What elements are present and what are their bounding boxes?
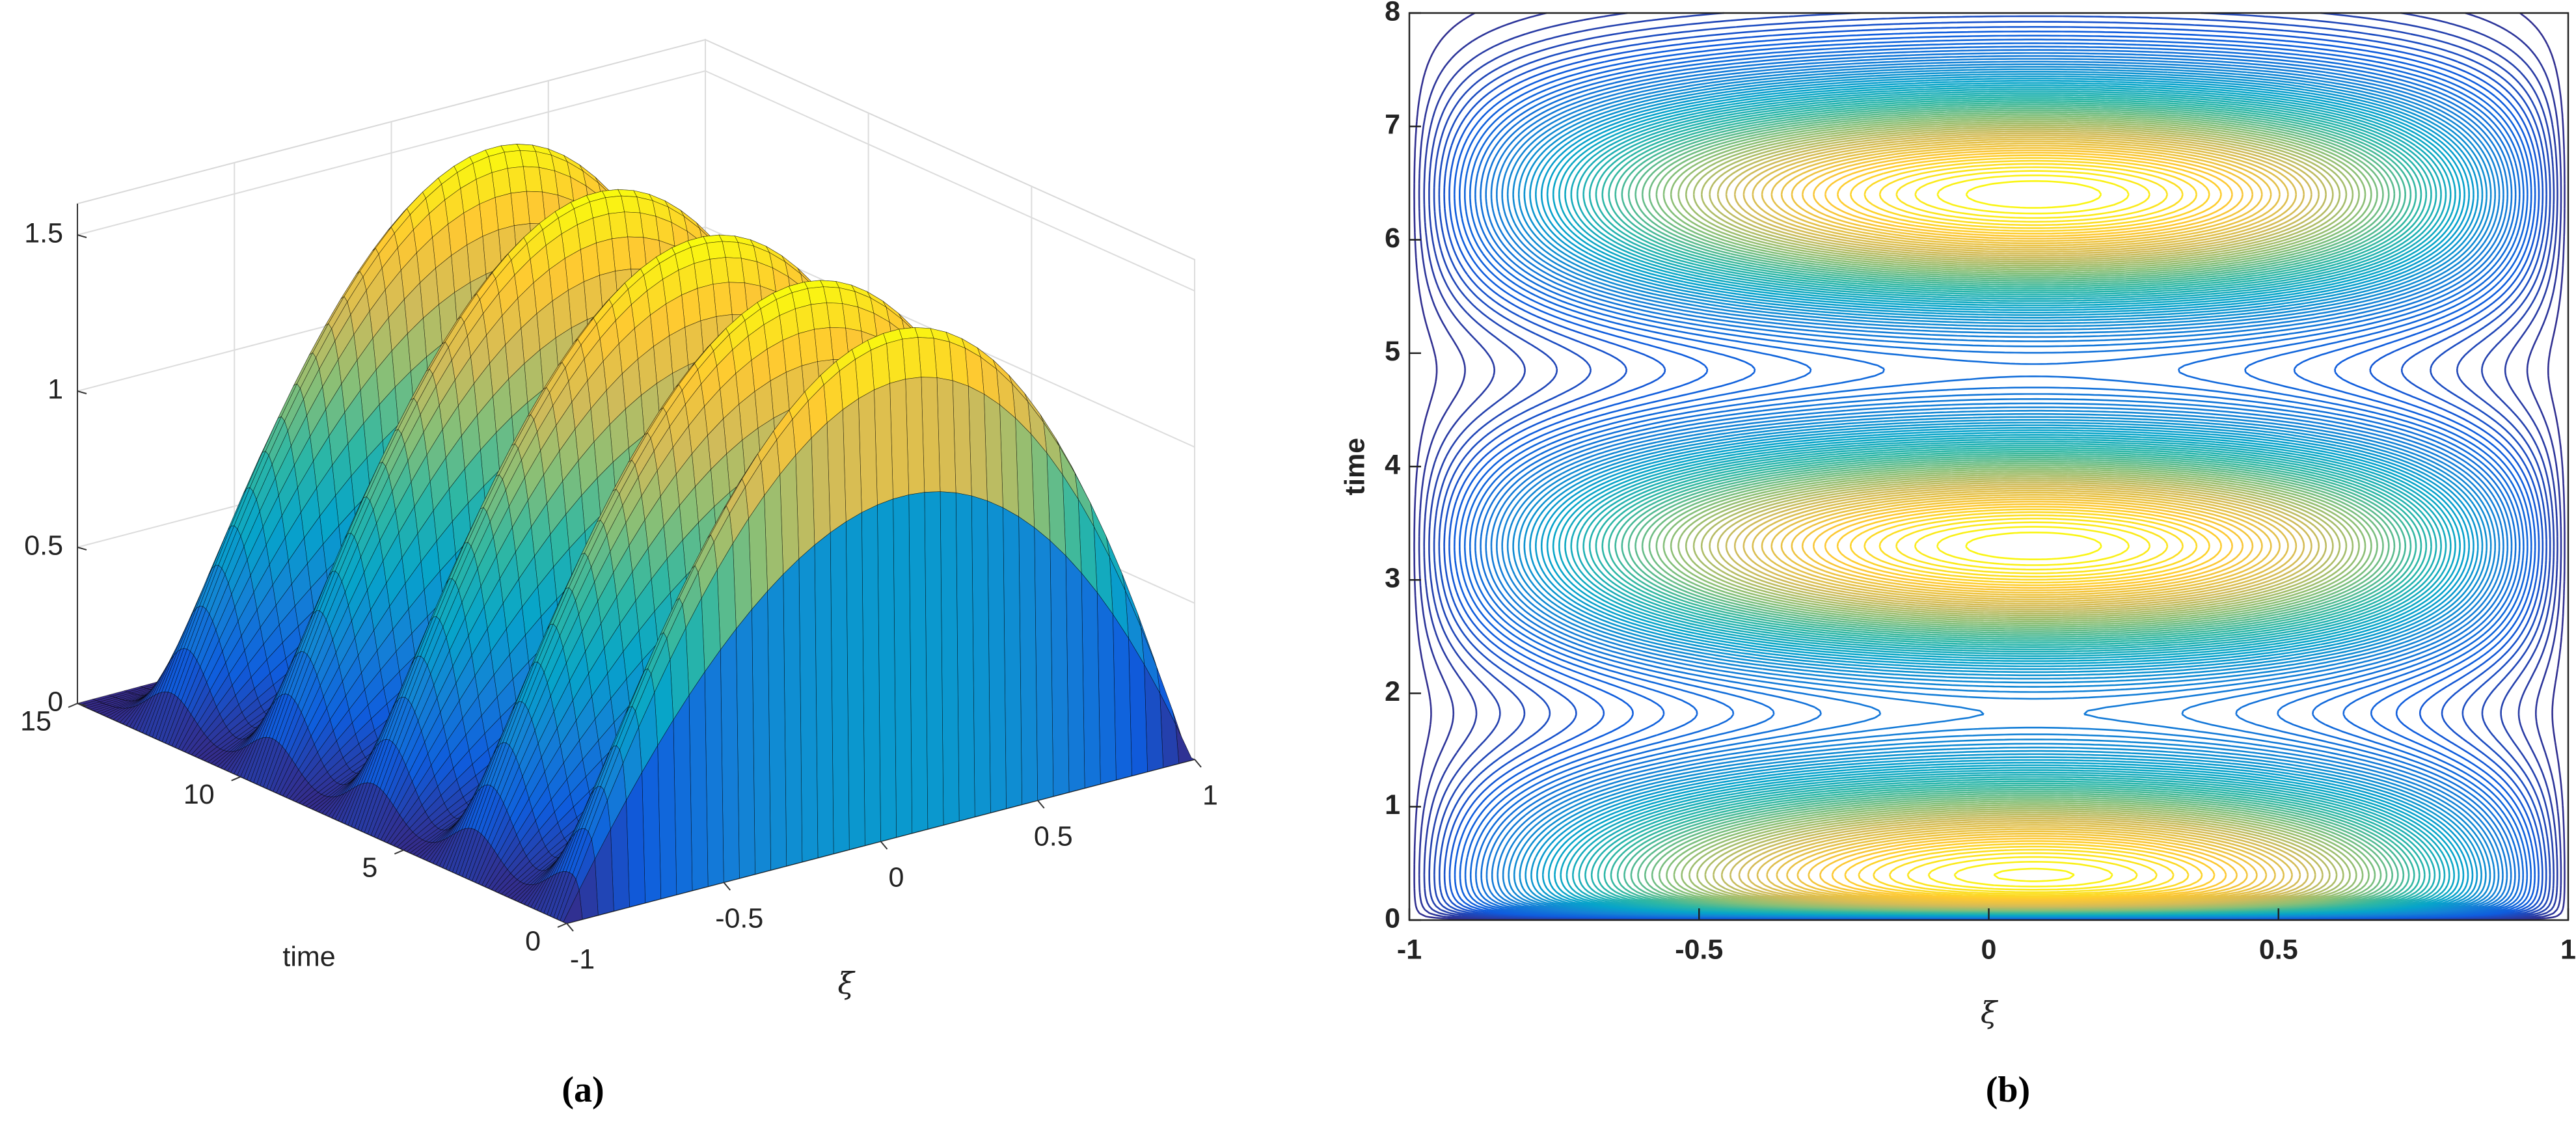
surface-panel: 00.511.5051015-1-0.500.51timeξ(a) <box>20 38 1218 1110</box>
